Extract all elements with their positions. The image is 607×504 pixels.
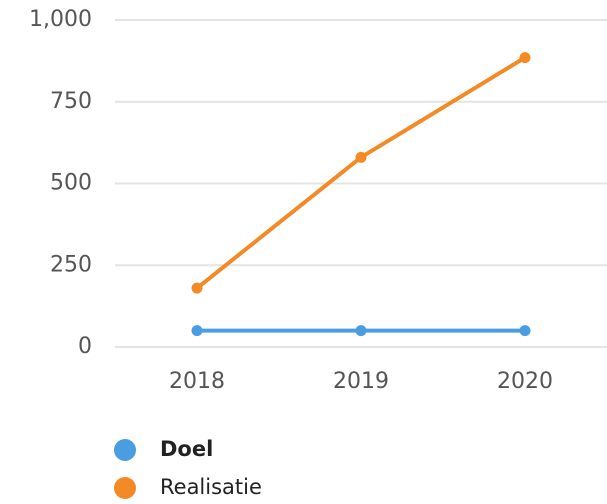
y-tick-label: 250 bbox=[50, 252, 92, 277]
data-point bbox=[519, 52, 531, 64]
y-tick-label: 0 bbox=[78, 334, 92, 359]
legend-swatch bbox=[114, 477, 136, 499]
data-point bbox=[519, 325, 531, 337]
x-tick-label: 2020 bbox=[497, 369, 553, 394]
x-tick-label: 2018 bbox=[169, 369, 225, 394]
data-point bbox=[191, 325, 203, 337]
data-point bbox=[355, 151, 367, 163]
data-point bbox=[355, 325, 367, 337]
legend-label: Doel bbox=[160, 437, 213, 461]
legend-label: Realisatie bbox=[160, 475, 262, 499]
y-tick-label: 750 bbox=[50, 89, 92, 114]
y-tick-label: 500 bbox=[50, 171, 92, 196]
x-tick-label: 2019 bbox=[333, 369, 389, 394]
y-tick-label: 1,000 bbox=[29, 7, 92, 32]
legend: Doel Realisatie bbox=[114, 437, 262, 499]
data-point bbox=[191, 282, 203, 294]
legend-swatch bbox=[114, 439, 136, 461]
series-line bbox=[195, 55, 527, 290]
